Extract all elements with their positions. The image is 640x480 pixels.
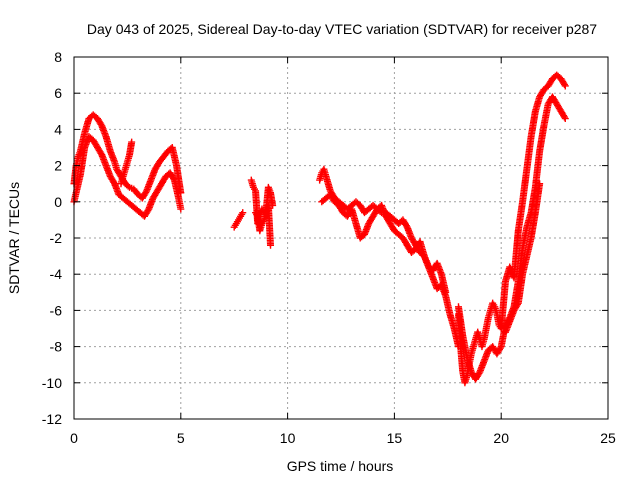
y-tick-label: -6	[50, 302, 63, 318]
y-tick-label: -10	[42, 375, 62, 391]
data-point	[442, 288, 450, 296]
x-tick-label: 5	[177, 430, 185, 446]
x-tick-label: 25	[600, 430, 616, 446]
y-tick-label: 0	[54, 194, 62, 210]
y-tick-label: -8	[50, 339, 63, 355]
chart-title: Day 043 of 2025, Sidereal Day-to-day VTE…	[87, 21, 597, 37]
y-tick-label: -4	[50, 266, 63, 282]
y-tick-label: 8	[54, 49, 62, 65]
data-point	[128, 138, 136, 146]
x-tick-labels: 0 5 10 15 20 25	[70, 430, 616, 446]
data-point	[513, 301, 521, 309]
data-point	[560, 113, 568, 121]
y-tick-label: 2	[54, 158, 62, 174]
y-axis-title: SDTVAR / TECUs	[6, 182, 22, 294]
data-point	[177, 205, 185, 213]
y-tick-label: -2	[50, 230, 63, 246]
x-tick-label: 0	[70, 430, 78, 446]
x-tick-label: 20	[493, 430, 509, 446]
data-points	[70, 71, 569, 387]
data-point	[267, 241, 275, 249]
y-tick-label: -12	[42, 411, 62, 427]
data-point	[239, 209, 247, 217]
axis-ticks	[73, 56, 609, 420]
data-point	[124, 182, 132, 190]
y-tick-label: 4	[54, 121, 62, 137]
data-point	[170, 175, 178, 183]
data-point	[536, 180, 544, 188]
x-tick-label: 15	[387, 430, 403, 446]
data-point	[561, 115, 569, 123]
y-tick-label: 6	[54, 85, 62, 101]
x-tick-label: 10	[280, 430, 296, 446]
y-tick-labels: -12 -10 -8 -6 -4 -2 0 2 4 6 8	[42, 49, 62, 427]
x-axis-title: GPS time / hours	[287, 458, 394, 474]
grid-lines	[74, 57, 608, 419]
data-point	[561, 82, 569, 90]
data-point	[560, 81, 568, 89]
data-point	[496, 344, 504, 352]
